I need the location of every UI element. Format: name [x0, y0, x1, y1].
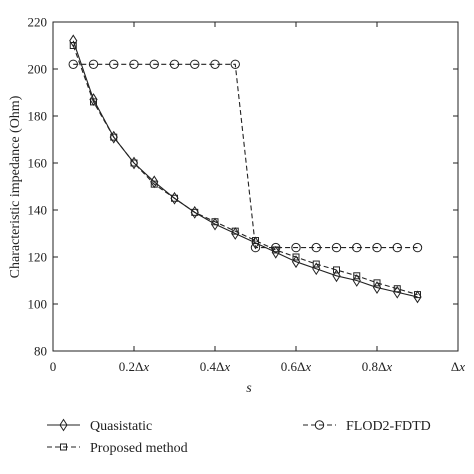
data-point-diamond: [332, 269, 341, 283]
data-point-circle: [311, 242, 321, 253]
data-point-circle: [169, 59, 180, 70]
legend-label: Proposed method: [90, 441, 188, 456]
data-point-diamond: [251, 236, 260, 250]
y-tick-label: 160: [28, 156, 48, 171]
data-point-circle: [291, 242, 301, 253]
legend-marker-diamond: [59, 418, 68, 432]
x-tick-label: Δx: [451, 359, 465, 374]
data-point-diamond: [393, 285, 402, 299]
data-point-circle: [412, 242, 423, 253]
x-tick-label: 0.8Δx: [362, 359, 393, 374]
data-point-diamond: [109, 130, 118, 144]
plot-area: 80 100 120 140 160 180 200 220 0 0.2Δx 0.4Δx 0.6Δx 0…: [28, 15, 466, 375]
data-point-diamond: [170, 191, 179, 205]
data-point-circle: [88, 59, 99, 70]
x-axis-label: s: [246, 381, 252, 396]
data-point-diamond: [150, 175, 159, 189]
plot-frame: [52, 21, 459, 352]
x-tick-label: 0.2Δx: [119, 359, 150, 374]
data-point-diamond: [69, 34, 78, 48]
y-tick-label: 180: [28, 109, 48, 124]
data-point-diamond: [413, 290, 422, 304]
data-point-diamond: [312, 262, 321, 276]
legend-marker-square: [60, 443, 67, 451]
data-point-diamond: [271, 245, 280, 259]
x-tick-label: 0.4Δx: [200, 359, 231, 374]
legend-label: Quasistatic: [90, 419, 152, 434]
y-tick-label: 140: [28, 203, 48, 218]
legend-label: FLOD2-FDTD: [346, 419, 431, 434]
data-point-circle: [230, 59, 240, 70]
data-point-diamond: [129, 156, 139, 170]
data-point-circle: [392, 242, 402, 253]
y-tick-label: 100: [28, 297, 48, 312]
data-point-diamond: [372, 281, 382, 294]
y-tick-label: 120: [28, 250, 48, 265]
data-point-circle: [352, 242, 362, 253]
data-point-diamond: [231, 227, 240, 240]
data-point-square: [353, 272, 361, 280]
data-point-circle: [190, 59, 200, 70]
legend-marker-circle: [314, 420, 325, 430]
y-axis-label: Characteristic impedance (Ohm): [8, 95, 23, 278]
data-point-square: [292, 253, 300, 261]
data-point-circle: [129, 59, 139, 70]
data-point-square: [312, 260, 320, 268]
legend: Quasistatic Proposed method FLOD2-FDTD: [47, 418, 431, 456]
data-point-diamond: [89, 93, 98, 106]
x-tick-label: 0.6Δx: [281, 359, 312, 374]
data-point-circle: [149, 59, 159, 70]
data-point-diamond: [190, 205, 199, 219]
data-point-diamond: [352, 274, 361, 287]
y-tick-label: 220: [28, 15, 48, 30]
data-point-square: [373, 279, 381, 287]
series-line-diamond: [72, 40, 418, 298]
data-point-square: [333, 266, 340, 274]
data-point-circle: [109, 59, 119, 70]
series-line-circle: [73, 63, 418, 249]
x-tick-label: 0: [50, 359, 57, 374]
y-tick-label: 80: [34, 344, 47, 359]
data-point-circle: [331, 242, 342, 253]
y-tick-label: 200: [28, 62, 48, 77]
data-point-circle: [68, 59, 78, 70]
data-point-diamond: [291, 255, 301, 269]
series-line-square: [72, 45, 418, 296]
data-point-diamond: [210, 217, 220, 231]
data-point-square: [69, 42, 77, 49]
data-point-circle: [372, 242, 382, 253]
data-point-circle: [210, 59, 220, 70]
